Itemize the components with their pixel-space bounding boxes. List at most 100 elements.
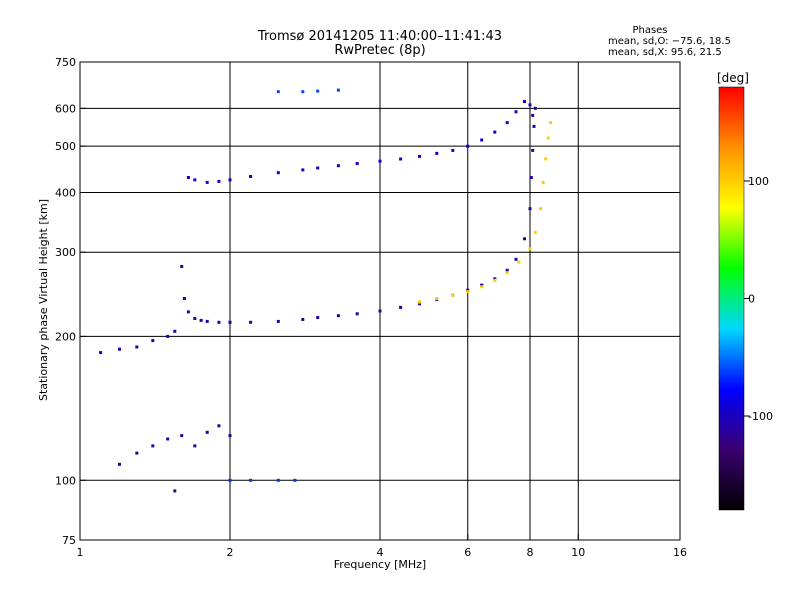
data-point <box>186 310 190 314</box>
axis-ticks: 1 2 4 6 8 10 16 75 100 200 300 400 500 600 750 <box>55 56 687 559</box>
data-point <box>544 157 548 161</box>
data-point <box>249 478 253 482</box>
data-point <box>173 329 177 333</box>
data-point <box>180 265 184 268</box>
data-point <box>378 309 382 313</box>
colorbar <box>718 86 745 511</box>
data-point <box>355 312 359 316</box>
data-point <box>205 180 209 184</box>
data-point <box>505 268 509 272</box>
data-point <box>316 316 320 319</box>
data-point <box>301 168 305 172</box>
data-point <box>249 320 253 324</box>
data-point <box>316 166 320 170</box>
colorbar-tick-label: -100 <box>748 410 773 423</box>
data-point <box>533 230 537 234</box>
phases-heading: Phases <box>632 25 667 36</box>
data-point <box>435 297 439 300</box>
data-point <box>514 257 518 261</box>
data-point <box>228 178 232 182</box>
x-tick-label: 4 <box>377 546 384 559</box>
data-point <box>523 100 526 103</box>
data-point <box>118 462 121 466</box>
data-point <box>301 90 305 94</box>
grid-lines <box>80 62 680 540</box>
y-tick-label: 400 <box>55 186 76 199</box>
x-tick-label: 8 <box>527 546 534 559</box>
data-point <box>217 424 221 428</box>
phases-x-line: mean, sd,X: 95.6, 21.5 <box>608 47 722 58</box>
data-point <box>355 162 359 165</box>
data-point <box>228 478 232 482</box>
data-point <box>151 339 155 343</box>
data-point <box>418 154 421 158</box>
data-point <box>418 300 421 304</box>
data-point <box>533 106 537 110</box>
data-point <box>493 278 497 282</box>
data-point <box>480 138 484 142</box>
data-point <box>399 157 403 161</box>
data-point <box>193 444 197 448</box>
data-point <box>505 271 509 275</box>
data-point <box>480 283 484 287</box>
data-point <box>193 178 197 182</box>
chart-title-line2: RwPretec (8p) <box>334 43 425 58</box>
data-point <box>435 151 439 155</box>
data-point <box>523 237 526 241</box>
data-point <box>480 285 484 289</box>
data-point <box>182 297 186 300</box>
data-point <box>528 247 532 251</box>
colorbar-label: [deg] <box>717 71 749 85</box>
data-point <box>276 90 280 94</box>
chart-title-line1: Tromsø 20141205 11:40:00–11:41:43 <box>257 29 502 44</box>
y-tick-label: 750 <box>55 56 76 69</box>
colorbar-ticks: 100 0 -100 <box>744 175 773 423</box>
data-point <box>399 305 403 309</box>
data-point <box>528 103 532 107</box>
colorbar-tick-label: 0 <box>748 293 755 306</box>
y-tick-label: 75 <box>62 534 76 547</box>
data-point <box>336 88 340 92</box>
data-point <box>217 179 221 183</box>
y-tick-label: 100 <box>55 474 76 487</box>
data-point <box>301 318 305 321</box>
data-point <box>193 317 197 320</box>
data-point <box>135 345 139 349</box>
data-point <box>505 121 509 125</box>
data-point <box>539 207 543 211</box>
data-point <box>228 434 232 438</box>
phases-o-line: mean, sd,O: −75.6, 18.5 <box>608 36 731 47</box>
data-point <box>528 207 532 211</box>
data-point <box>466 288 470 292</box>
data-point <box>546 136 550 140</box>
x-tick-label: 16 <box>673 546 687 559</box>
x-tick-label: 1 <box>77 546 84 559</box>
data-point <box>135 451 139 455</box>
data-point <box>276 478 280 482</box>
data-point <box>541 180 545 184</box>
data-point <box>276 171 280 175</box>
x-tick-label: 6 <box>464 546 471 559</box>
data-point <box>517 260 521 264</box>
data-points <box>99 88 553 493</box>
data-point <box>466 290 470 294</box>
data-point <box>151 444 155 448</box>
data-point <box>293 478 297 482</box>
x-tick-label: 10 <box>571 546 585 559</box>
data-point <box>199 318 203 322</box>
data-point <box>316 89 320 93</box>
data-point <box>549 121 553 125</box>
data-point <box>531 113 535 117</box>
data-point <box>493 130 497 134</box>
data-point <box>249 175 253 178</box>
x-axis-label: Frequency [MHz] <box>334 558 426 571</box>
data-point <box>205 319 209 323</box>
data-point <box>205 430 209 434</box>
y-tick-label: 500 <box>55 140 76 153</box>
data-point <box>336 314 340 318</box>
data-point <box>466 144 470 148</box>
data-point <box>336 164 340 168</box>
y-tick-label: 300 <box>55 246 76 259</box>
